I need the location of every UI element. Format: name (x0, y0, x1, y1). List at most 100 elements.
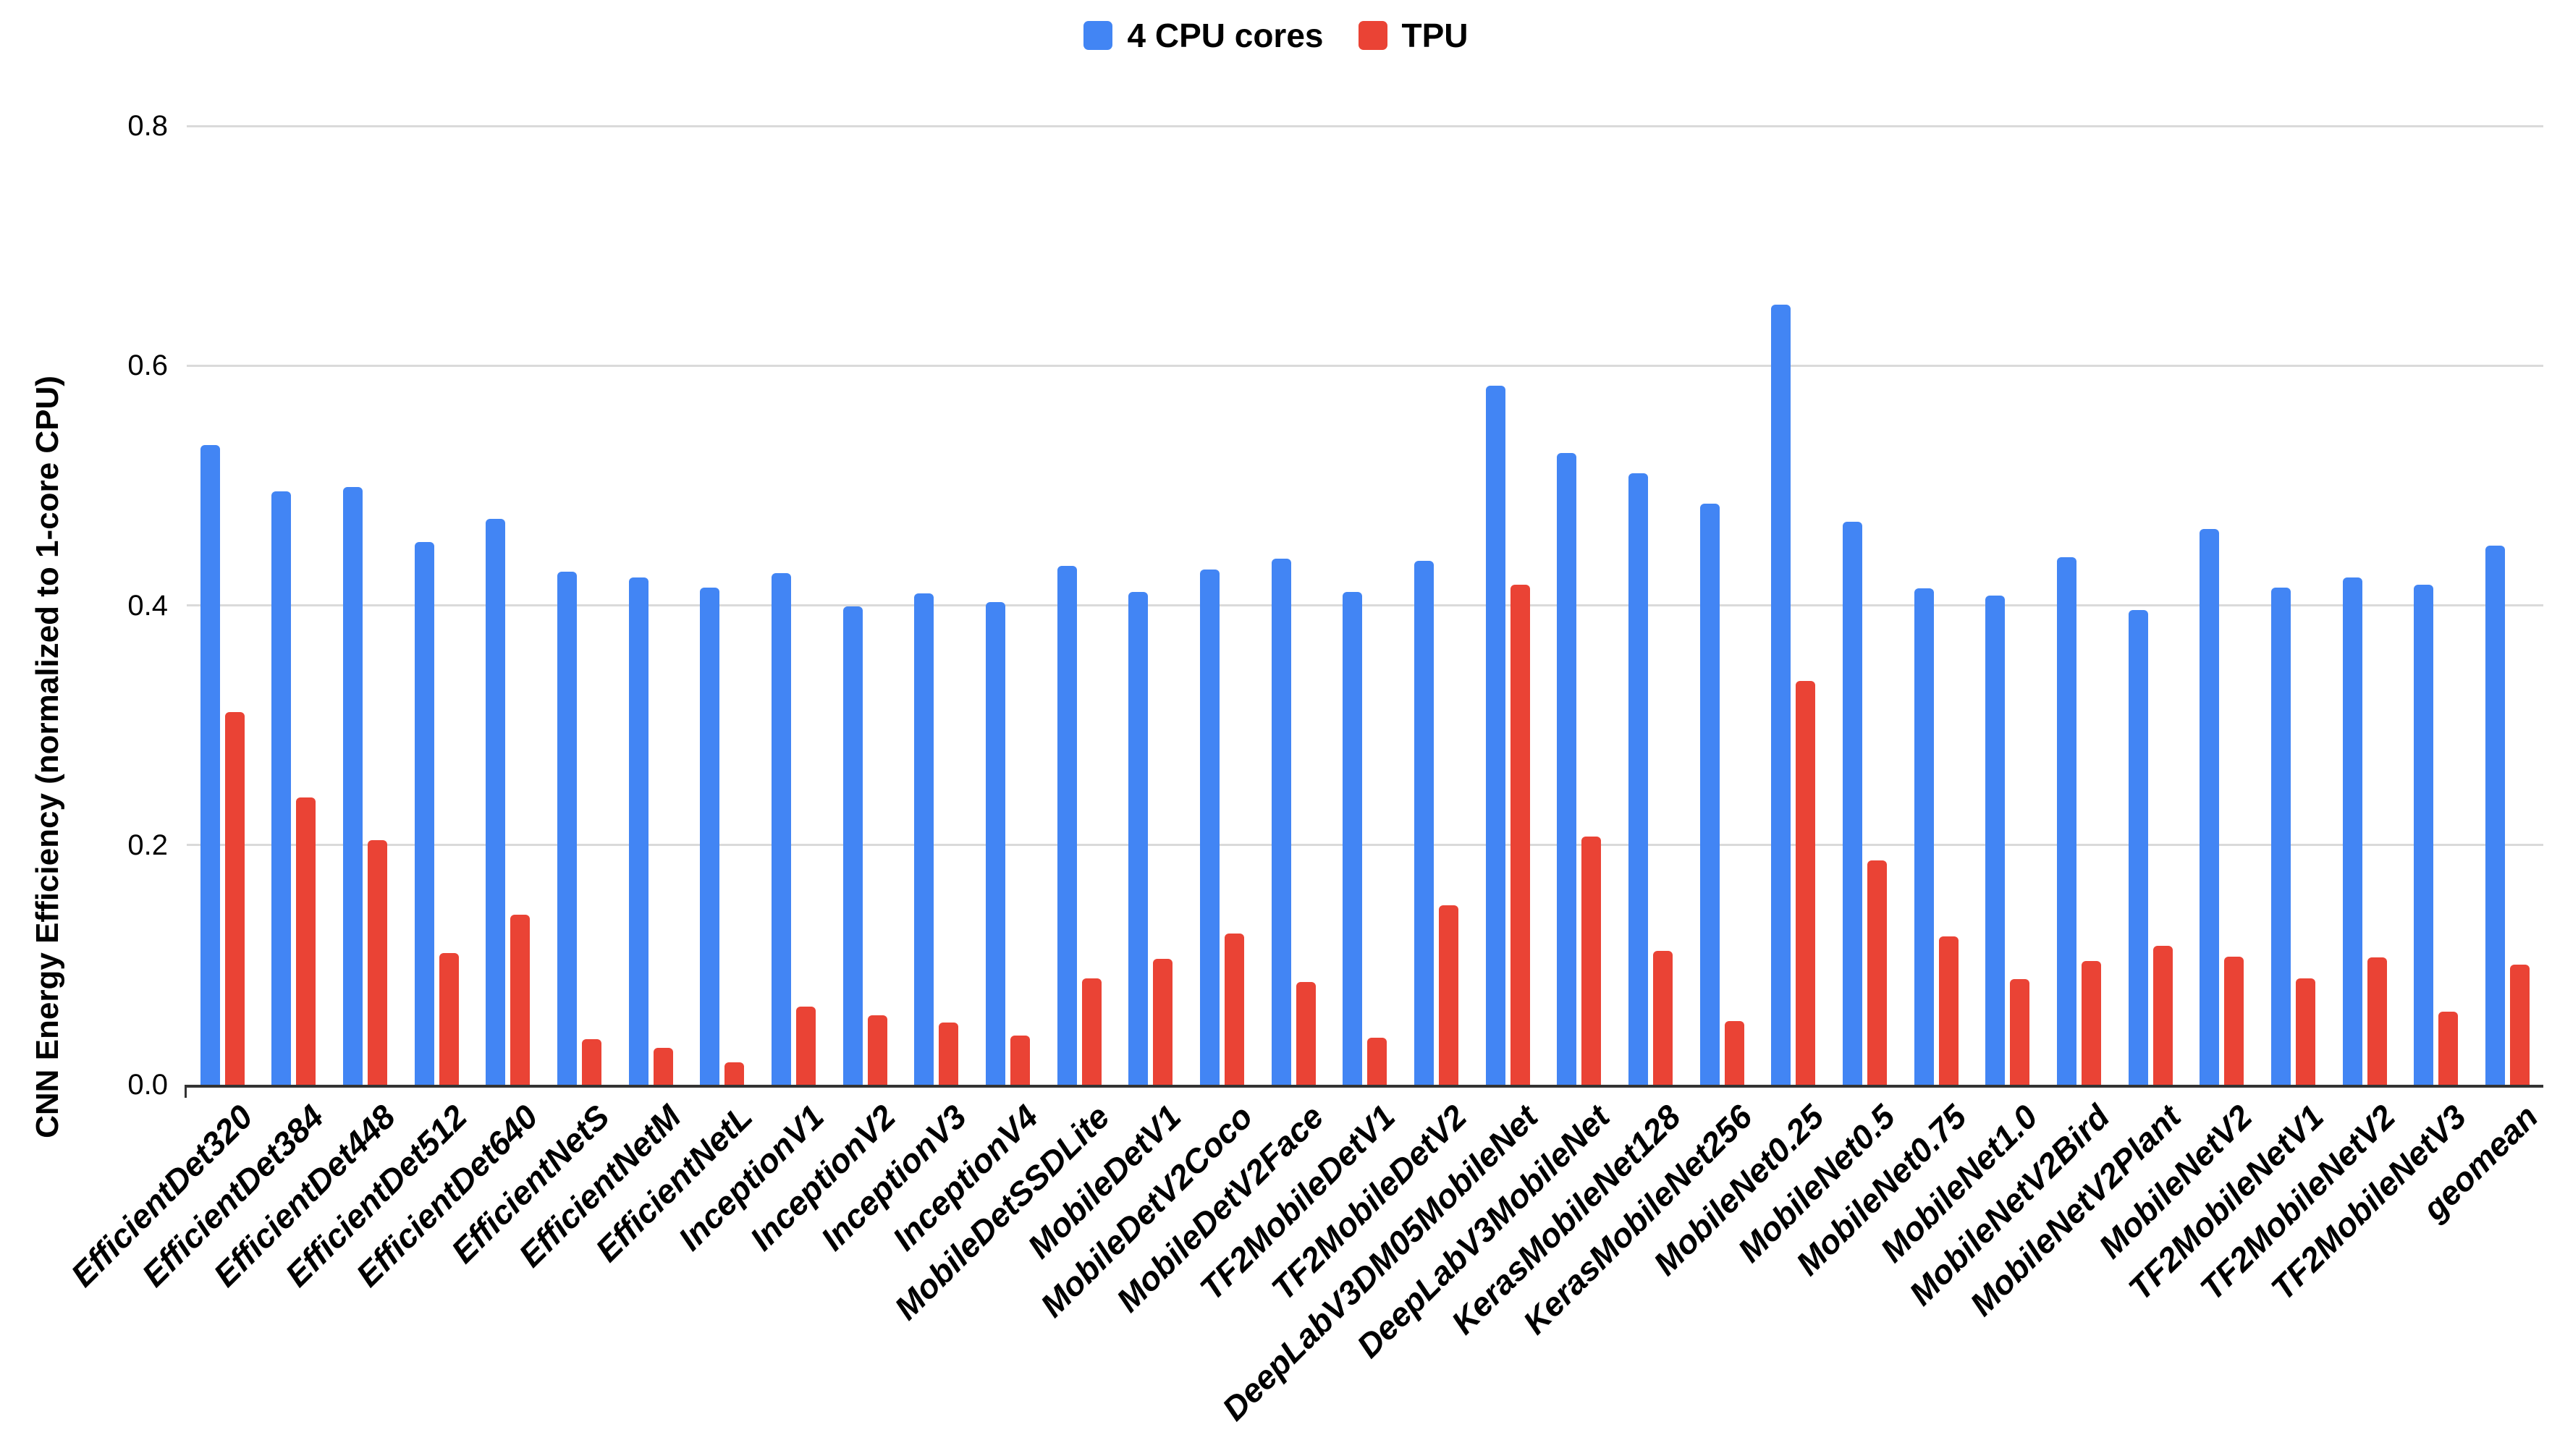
plot-area (185, 124, 2543, 1098)
y-tick-label: 0.4 (127, 589, 168, 622)
x-axis-label: InceptionV3 (814, 1097, 974, 1258)
bar-tpu-MobileDetV2Face (1296, 981, 1316, 1085)
bar-tpu-KerasMobileNet256 (1724, 1021, 1744, 1085)
bar-cpu-InceptionV1 (772, 572, 792, 1085)
bar-group-MobileNetV2Plant (2115, 126, 2186, 1085)
x-axis-label: MobileDetSSDLite (887, 1097, 1117, 1327)
bar-group-TF2MobileNetV3 (2401, 126, 2472, 1085)
x-axis-label: TF2MobileDetV2 (1264, 1097, 1474, 1308)
x-axis-label: TF2MobileDetV1 (1192, 1097, 1403, 1308)
bar-tpu-EfficientDet512 (439, 952, 459, 1085)
bar-group-EfficientDet384 (258, 126, 330, 1085)
gridline-0.2 (187, 844, 2543, 847)
bar-tpu-EfficientNetS (582, 1039, 602, 1085)
x-axis-label: TF2MobileNetV2 (2192, 1097, 2402, 1308)
x-axis-label: EfficientNetL (588, 1097, 760, 1269)
bar-group-EfficientDet448 (329, 126, 401, 1085)
gridline-0.8 (187, 124, 2543, 127)
bar-tpu-TF2MobileNetV3 (2438, 1011, 2459, 1085)
x-axis-label: MobileNetV2 (2091, 1097, 2260, 1266)
bar-tpu-InceptionV3 (939, 1022, 959, 1085)
bar-tpu-MobileNetV2Bird (2082, 961, 2102, 1085)
x-axis-label: MobileNet0.5 (1730, 1097, 1903, 1270)
bar-tpu-MobileDetV1 (1153, 959, 1173, 1085)
x-axis-label: KerasMobileNet256 (1515, 1097, 1759, 1342)
bar-cpu-MobileDetV2Coco (1200, 569, 1220, 1085)
bar-group-MobileDetSSDLite (1044, 126, 1115, 1085)
legend-label-4-cpu-cores: 4 CPU cores (1127, 17, 1324, 54)
bar-tpu-MobileDetSSDLite (1081, 978, 1102, 1085)
bar-tpu-EfficientDet640 (510, 914, 531, 1085)
bar-tpu-TF2MobileNetV2 (2367, 957, 2387, 1085)
bar-cpu-MobileNet1.0 (1985, 596, 2006, 1085)
bar-cpu-TF2MobileNetV1 (2271, 587, 2291, 1085)
bar-cpu-geomean (2485, 545, 2506, 1085)
bar-cpu-MobileNetV2Plant (2128, 610, 2148, 1085)
bar-group-EfficientDet640 (473, 126, 544, 1085)
bar-group-MobileNetV2Bird (2043, 126, 2115, 1085)
bar-cpu-TF2MobileNetV2 (2342, 577, 2362, 1085)
x-axis-label: InceptionV4 (885, 1097, 1046, 1258)
bar-cpu-EfficientDet448 (343, 486, 363, 1085)
legend: 4 CPU cores TPU (0, 16, 2552, 55)
bar-cpu-MobileDetV1 (1128, 592, 1149, 1085)
bar-cpu-KerasMobileNet256 (1699, 503, 1720, 1085)
y-tick-label: 0.2 (127, 829, 168, 861)
bar-group-TF2MobileDetV2 (1400, 126, 1472, 1085)
bar-tpu-EfficientDet448 (368, 840, 388, 1085)
x-axis-label: InceptionV2 (742, 1097, 903, 1258)
x-axis-label: EfficientDet320 (63, 1097, 260, 1294)
bar-tpu-EfficientDet320 (224, 711, 245, 1085)
bar-cpu-EfficientDet384 (271, 491, 292, 1085)
x-axis-label: EfficientDet640 (349, 1097, 546, 1294)
bar-group-TF2MobileNetV1 (2257, 126, 2329, 1085)
bar-group-DeepLabV3DM05MobileNet (1472, 126, 1544, 1085)
x-axis-label: MobileDetV1 (1020, 1097, 1188, 1266)
legend-item-tpu: TPU (1358, 16, 1469, 55)
x-axis-label: InceptionV1 (671, 1097, 832, 1258)
bar-tpu-MobileNetV2 (2224, 956, 2244, 1085)
bar-group-InceptionV1 (758, 126, 829, 1085)
gridline-0.4 (187, 604, 2543, 606)
bar-tpu-TF2MobileDetV1 (1367, 1038, 1387, 1085)
bar-cpu-MobileNet0.25 (1771, 304, 1791, 1085)
x-axis-label: MobileNet1.0 (1873, 1097, 2045, 1270)
x-axis-label: DeepLabV3DM05MobileNet (1214, 1097, 1545, 1428)
bar-cpu-DeepLabV3DM05MobileNet (1485, 386, 1505, 1085)
y-tick-label: 0.0 (127, 1069, 168, 1101)
bar-tpu-MobileNet0.75 (1938, 936, 1959, 1085)
bar-cpu-EfficientNetL (700, 587, 720, 1085)
bar-group-MobileDetV1 (1115, 126, 1187, 1085)
y-tick-label: 0.6 (127, 350, 168, 382)
bar-group-MobileDetV2Face (1258, 126, 1330, 1085)
bar-cpu-MobileNetV2Bird (2057, 557, 2077, 1085)
gridline-0.6 (187, 364, 2543, 367)
bar-tpu-MobileNet0.5 (1867, 860, 1888, 1085)
bar-group-EfficientDet512 (401, 126, 473, 1085)
bar-tpu-EfficientNetM (653, 1047, 673, 1085)
bar-group-geomean (2472, 126, 2543, 1085)
x-axis-label: DeepLabV3MobileNet (1349, 1097, 1617, 1366)
bar-group-MobileNet0.25 (1758, 126, 1830, 1085)
bar-group-MobileNetV2 (2186, 126, 2258, 1085)
x-axis-label: MobileNetV2Bird (1901, 1097, 2117, 1313)
bar-group-MobileNet0.75 (1901, 126, 1972, 1085)
bar-tpu-InceptionV4 (1010, 1036, 1031, 1085)
x-axis-origin-tick (185, 1085, 187, 1098)
x-axis-label: MobileDetV2Coco (1032, 1097, 1260, 1324)
x-axis-label: EfficientDet512 (277, 1097, 474, 1294)
bar-cpu-EfficientDet512 (414, 541, 434, 1085)
bar-group-EfficientDet320 (187, 126, 258, 1085)
bar-tpu-EfficientDet384 (296, 797, 316, 1085)
bar-cpu-TF2MobileDetV2 (1414, 561, 1435, 1085)
bar-group-KerasMobileNet128 (1615, 126, 1686, 1085)
bar-tpu-MobileDetV2Coco (1225, 934, 1245, 1085)
bar-group-DeepLabV3MobileNet (1544, 126, 1615, 1085)
x-axis-label: EfficientNetS (444, 1097, 617, 1271)
x-axis-label: MobileNet0.75 (1788, 1097, 1974, 1283)
bar-cpu-MobileDetV2Face (1271, 558, 1291, 1085)
bar-cpu-MobileNet0.75 (1914, 588, 1934, 1085)
bar-tpu-geomean (2510, 965, 2530, 1085)
x-axis-label: TF2MobileNetV1 (2121, 1097, 2331, 1308)
